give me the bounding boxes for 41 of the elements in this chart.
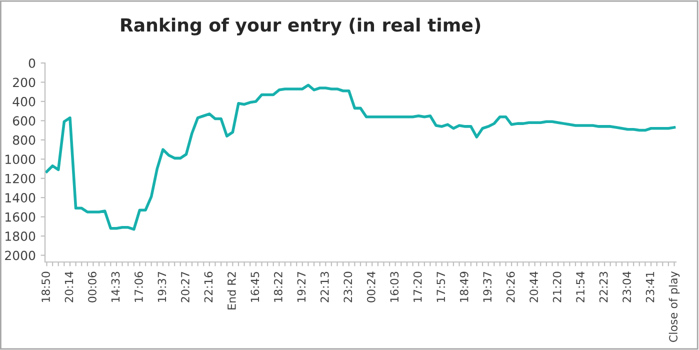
x-tick-label: 20:44 (530, 272, 538, 302)
x-tick-label: 20:14 (64, 272, 74, 302)
x-tick-label: 23:04 (622, 272, 631, 302)
y-tick-label: 1400 (6, 193, 36, 203)
x-tick-label: 16:03 (390, 272, 399, 302)
y-tick-label: 600 (12, 116, 36, 126)
y-tick-label: 1800 (6, 232, 36, 241)
x-tick-label: 19:37 (158, 272, 166, 302)
x-tick-label: 16:45 (250, 272, 260, 302)
x-tick-label: 18:50 (42, 272, 50, 302)
x-tick-label: 20:27 (181, 272, 190, 302)
y-tick-label: 800 (12, 135, 36, 145)
x-tick-label: 14:33 (111, 272, 120, 302)
x-tick-label: Close of play (668, 271, 680, 342)
x-tick-label: 22:13 (320, 272, 329, 302)
x-tick-label: 23:41 (646, 272, 654, 302)
x-tick-label: 00:24 (366, 272, 376, 302)
y-tick-label: 200 (13, 78, 36, 88)
x-tick-label: 21:20 (552, 272, 562, 302)
x-tick-label: 20:26 (506, 272, 515, 302)
x-tick-label: 18:49 (460, 272, 468, 302)
x-tick-label: 18:22 (274, 272, 282, 302)
y-tick-label: 400 (12, 96, 36, 106)
y-tick-label: 1000 (6, 154, 36, 164)
x-tick-label: End R2 (227, 272, 236, 310)
x-tick-label: 17:20 (413, 272, 422, 302)
x-tick-label: 22:16 (204, 272, 213, 302)
line-series (45, 84, 676, 231)
y-tick-label: 1200 (6, 174, 36, 184)
x-tick-label: 19:27 (297, 272, 306, 302)
y-tick-label: 1600 (6, 212, 36, 222)
x-tick-label: 23:20 (344, 272, 352, 302)
y-tick-label: 0 (28, 58, 36, 68)
x-tick-label: 00:06 (88, 272, 96, 302)
x-tick-label: 19:37 (483, 272, 492, 302)
x-tick-label: 21:54 (576, 272, 585, 302)
chart-title: Ranking of your entry (in real time) (121, 18, 480, 36)
x-tick-label: 17:06 (134, 272, 143, 302)
x-tick-label: 22:23 (599, 272, 608, 302)
y-tick-label: 2000 (5, 250, 36, 260)
x-tick-label: 17:57 (436, 272, 446, 302)
